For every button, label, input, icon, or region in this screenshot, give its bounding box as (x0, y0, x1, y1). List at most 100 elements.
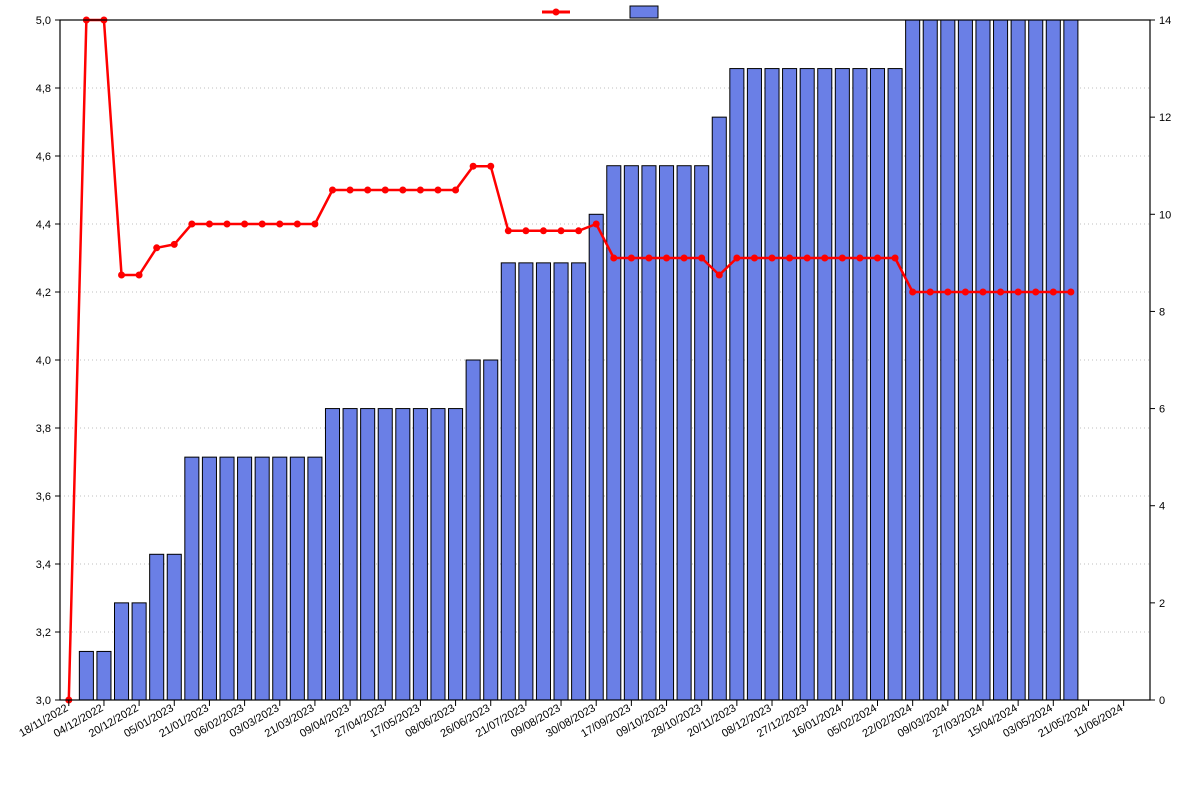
bar (343, 409, 357, 700)
line-marker (417, 187, 424, 194)
bar (818, 69, 832, 700)
x-axis: 18/11/202204/12/202220/12/202205/01/2023… (17, 700, 1125, 740)
bar (501, 263, 515, 700)
line-marker (522, 227, 529, 234)
bar (642, 166, 656, 700)
bar (413, 409, 427, 700)
line-marker (399, 187, 406, 194)
y-left-tick-label: 4,6 (36, 151, 51, 163)
legend-bar-swatch (630, 6, 658, 18)
bar (853, 69, 867, 700)
line-marker (786, 255, 793, 262)
y-left-tick-label: 4,2 (36, 287, 51, 299)
bar (202, 457, 216, 700)
line-marker (241, 221, 248, 228)
bar (449, 409, 463, 700)
bar (273, 457, 287, 700)
line-marker (733, 255, 740, 262)
bar (888, 69, 902, 700)
y-right-tick-label: 6 (1159, 404, 1165, 416)
line-marker (962, 289, 969, 296)
line-marker (382, 187, 389, 194)
line-marker (153, 244, 160, 251)
line-marker (1067, 289, 1074, 296)
y-left-tick-label: 5,0 (36, 15, 51, 27)
line-marker (839, 255, 846, 262)
y-left-tick-label: 3,0 (36, 695, 51, 707)
bar (361, 409, 375, 700)
y-right-tick-label: 0 (1159, 695, 1165, 707)
line-marker (927, 289, 934, 296)
line-marker (892, 255, 899, 262)
bar (976, 20, 990, 700)
line-marker (610, 255, 617, 262)
line-marker (136, 272, 143, 279)
line-marker (979, 289, 986, 296)
line-marker (1032, 289, 1039, 296)
bar (941, 20, 955, 700)
line-marker (259, 221, 266, 228)
y-left-axis: 3,03,23,43,63,84,04,24,44,64,85,0 (36, 15, 60, 707)
line-marker (294, 221, 301, 228)
bar (115, 603, 129, 700)
bar (589, 214, 603, 700)
bar (396, 409, 410, 700)
bar (378, 409, 392, 700)
y-right-tick-label: 10 (1159, 209, 1171, 221)
y-left-tick-label: 4,4 (36, 219, 51, 231)
line-marker (874, 255, 881, 262)
legend-line-marker (553, 9, 560, 16)
line-marker (804, 255, 811, 262)
line-marker (821, 255, 828, 262)
bar (554, 263, 568, 700)
y-right-axis: 02468101214 (1150, 15, 1171, 707)
line-marker (716, 272, 723, 279)
bar (185, 457, 199, 700)
line-marker (487, 163, 494, 170)
bar (958, 20, 972, 700)
bar (167, 554, 181, 700)
line-marker (276, 221, 283, 228)
line-marker (997, 289, 1004, 296)
bar (994, 20, 1008, 700)
bar (923, 20, 937, 700)
bar (220, 457, 234, 700)
bar (624, 166, 638, 700)
line-marker (505, 227, 512, 234)
line-marker (856, 255, 863, 262)
line-marker (944, 289, 951, 296)
bar (97, 651, 111, 700)
combo-chart: 3,03,23,43,63,84,04,24,44,64,85,00246810… (0, 0, 1200, 800)
line-marker (206, 221, 213, 228)
bar (325, 409, 339, 700)
line-marker (329, 187, 336, 194)
bar (238, 457, 252, 700)
bar (431, 409, 445, 700)
bar (255, 457, 269, 700)
y-left-tick-label: 4,8 (36, 83, 51, 95)
bar (677, 166, 691, 700)
y-left-tick-label: 3,6 (36, 491, 51, 503)
bar (695, 166, 709, 700)
line-marker (434, 187, 441, 194)
bar (484, 360, 498, 700)
line-marker (452, 187, 459, 194)
line-marker (698, 255, 705, 262)
bar (800, 69, 814, 700)
bar (747, 69, 761, 700)
bar (1046, 20, 1060, 700)
bar (290, 457, 304, 700)
line-marker (347, 187, 354, 194)
bar (870, 69, 884, 700)
line-marker (769, 255, 776, 262)
y-right-tick-label: 4 (1159, 501, 1165, 513)
bar (1064, 20, 1078, 700)
line-marker (593, 221, 600, 228)
line-marker (311, 221, 318, 228)
y-right-tick-label: 12 (1159, 112, 1171, 124)
line-marker (1015, 289, 1022, 296)
bar (79, 651, 93, 700)
bar (150, 554, 164, 700)
bar (1029, 20, 1043, 700)
bar (519, 263, 533, 700)
